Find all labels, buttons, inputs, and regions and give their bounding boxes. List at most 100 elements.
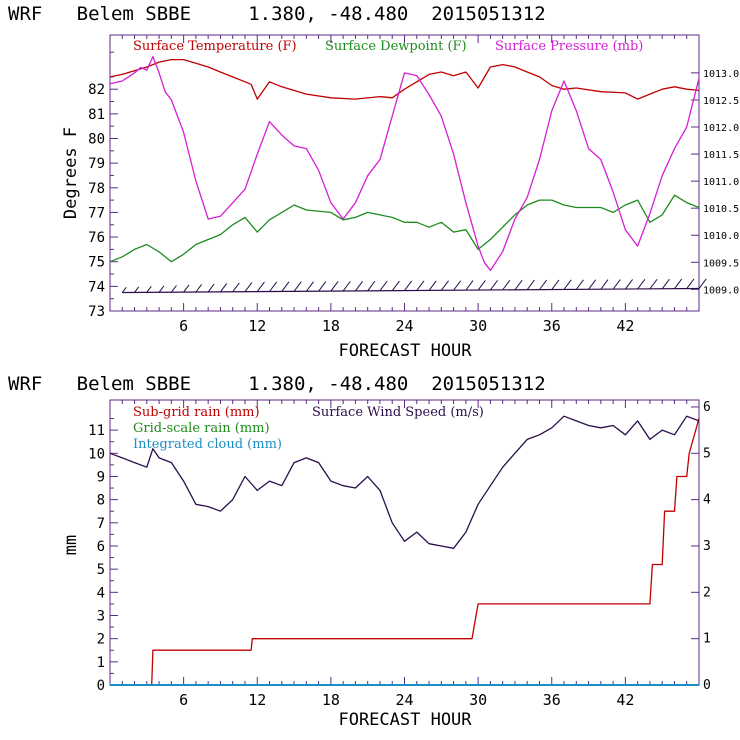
bottom-series-group	[109, 415, 700, 686]
series-surface-dewpoint-f	[109, 194, 700, 263]
y2-tick-label-1009-0: 1009.0	[703, 285, 739, 296]
legend-subgrid-rain: Sub-grid rain (mm)	[133, 405, 260, 420]
y-tick-label-80: 80	[88, 132, 105, 148]
wind-barb	[232, 282, 240, 293]
wind-barb	[674, 278, 683, 289]
series-surface-pressure-mb	[109, 55, 700, 272]
wind-barb	[563, 279, 572, 290]
x-tick-label-36: 36	[543, 691, 561, 709]
wind-barb	[207, 283, 215, 293]
series-surface-temperature-f	[109, 58, 700, 100]
y2-tick-label-1013-0: 1013.0	[703, 69, 739, 80]
bottom-y-axis-left: 0 1 2 3 4 5 6 7 8 9 10 11	[88, 418, 118, 694]
wind-barb	[367, 280, 376, 292]
wind-barb	[575, 279, 584, 290]
y-tick-label-1: 1	[97, 655, 105, 671]
top-series-group	[109, 55, 700, 272]
wind-barb	[170, 285, 177, 293]
x-tick-label-12: 12	[248, 317, 266, 335]
wind-barb	[453, 280, 462, 291]
x-tick-label-30: 30	[469, 691, 487, 709]
wind-barb	[195, 284, 202, 293]
wind-barb	[355, 281, 364, 292]
x-tick-label-18: 18	[322, 317, 340, 335]
wind-barb	[293, 281, 302, 292]
wind-barb	[428, 280, 437, 291]
y2-tick-label-1009-5: 1009.5	[703, 258, 739, 269]
wind-barb	[121, 287, 127, 293]
y2-tick-label-4: 4	[703, 493, 711, 508]
x-tick-label-18: 18	[322, 691, 340, 709]
legend-surface-temperature: Surface Temperature (F)	[133, 39, 297, 54]
wind-barb	[220, 283, 228, 293]
wind-barb	[588, 279, 597, 290]
y-tick-label-7: 7	[97, 516, 105, 532]
wind-barb	[489, 280, 498, 291]
y-tick-label-78: 78	[88, 181, 105, 197]
y2-tick-label-1011-5: 1011.5	[703, 150, 739, 161]
legend-surface-dewpoint: Surface Dewpoint (F)	[325, 39, 467, 54]
y2-tick-label-0: 0	[703, 678, 711, 693]
y-tick-label-76: 76	[88, 230, 105, 246]
bottom-x-axis: 6 12 18 24 30 36 42	[121, 400, 688, 709]
series-surface-wind-speed-m-s	[109, 415, 700, 549]
bottom-y-axis-right: 0 1 2 3 4 5 6	[691, 400, 711, 693]
wind-barb	[134, 286, 140, 293]
y-tick-label-0: 0	[97, 678, 105, 694]
wind-barb	[404, 280, 413, 291]
wind-barb	[539, 279, 548, 290]
x-tick-label-12: 12	[248, 691, 266, 709]
x-tick-label-42: 42	[616, 317, 634, 335]
wind-barb	[551, 279, 560, 290]
wind-barb-staff	[122, 287, 700, 294]
y-tick-label-11: 11	[88, 423, 105, 439]
y-tick-label-6: 6	[97, 539, 105, 555]
wind-barb	[256, 281, 265, 292]
y-tick-label-10: 10	[88, 446, 105, 462]
wind-barb	[637, 279, 646, 290]
wind-barb	[330, 281, 339, 292]
y2-tick-label-5: 5	[703, 446, 711, 461]
wind-barb	[600, 279, 609, 290]
bottom-y-axis-label: mm	[61, 535, 81, 555]
top-plot-frame	[109, 34, 700, 312]
x-tick-label-24: 24	[395, 691, 413, 709]
wind-barb	[624, 279, 633, 290]
bottom-x-axis-label: FORECAST HOUR	[338, 710, 472, 730]
wind-barb	[465, 280, 474, 291]
top-x-axis-label: FORECAST HOUR	[338, 341, 472, 361]
top-y-axis-label: Degrees F	[61, 127, 81, 219]
y2-tick-label-1: 1	[703, 632, 711, 647]
x-tick-label-42: 42	[616, 691, 634, 709]
wind-barb	[514, 279, 523, 291]
x-tick-label-30: 30	[469, 317, 487, 335]
wind-barb	[649, 278, 658, 290]
wind-barb	[158, 285, 165, 293]
precipitation-panel: WRF Belem SBBE 1.380, -48.480 2015051312…	[8, 373, 711, 730]
top-y-axis-left: 73 74 75 76 77 78 79 80 81 82	[88, 51, 118, 320]
wind-barb	[391, 280, 400, 291]
wind-barb	[698, 278, 707, 289]
legend-integrated-cloud: Integrated cloud (mm)	[133, 437, 282, 452]
wind-barb	[305, 281, 314, 292]
y2-tick-label-1011-0: 1011.0	[703, 177, 739, 188]
series-sub-grid-rain-mm	[110, 418, 700, 686]
wind-barb	[526, 279, 535, 291]
y-tick-label-81: 81	[88, 107, 105, 123]
y2-tick-label-2: 2	[703, 585, 711, 600]
y2-tick-label-1012-5: 1012.5	[703, 96, 739, 107]
temperature-panel: WRF Belem SBBE 1.380, -48.480 2015051312…	[8, 3, 739, 361]
x-tick-label-36: 36	[543, 317, 561, 335]
y-tick-label-4: 4	[97, 585, 105, 601]
top-x-axis: 6 12 18 24 30 36 42	[121, 35, 688, 335]
x-tick-label-24: 24	[395, 317, 413, 335]
bottom-chart-title: WRF Belem SBBE 1.380, -48.480 2015051312	[8, 373, 546, 395]
wind-barb	[686, 278, 695, 289]
y2-tick-label-1012-0: 1012.0	[703, 123, 739, 134]
wind-barb	[318, 281, 327, 292]
wind-barb	[477, 280, 486, 291]
wind-barb	[146, 286, 152, 293]
wind-barb	[612, 279, 621, 290]
wind-barb	[342, 281, 351, 292]
